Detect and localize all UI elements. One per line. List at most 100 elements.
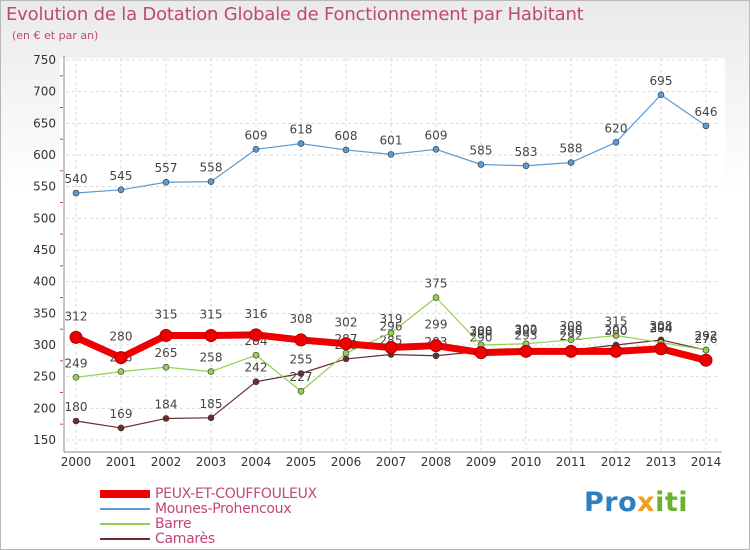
data-label: 290 <box>560 323 583 337</box>
data-point <box>567 336 575 344</box>
data-label: 300 <box>605 324 628 338</box>
data-point <box>72 189 80 197</box>
y-tick-label: 250 <box>33 370 56 384</box>
data-label: 290 <box>470 330 493 344</box>
legend-item-mounes: Mounes-Prohencoux <box>100 501 400 517</box>
data-label: 695 <box>650 74 673 88</box>
data-point <box>384 341 398 355</box>
chart-legend: PEUX-ET-COUFFOULEUX Mounes-Prohencoux Ba… <box>100 486 400 547</box>
data-label: 242 <box>245 361 268 375</box>
x-tick-label: 2009 <box>466 455 497 469</box>
data-label: 169 <box>110 407 133 421</box>
data-point <box>522 162 530 170</box>
data-point <box>162 363 170 371</box>
data-label: 312 <box>65 309 88 323</box>
data-point <box>699 353 713 367</box>
proxiti-logo: Proxiti <box>584 487 688 518</box>
data-point <box>162 415 170 422</box>
x-tick-label: 2004 <box>241 455 272 469</box>
data-point <box>207 414 215 422</box>
data-label: 293 <box>515 328 538 342</box>
data-point <box>159 329 173 342</box>
data-point <box>609 344 623 358</box>
data-point <box>252 351 260 359</box>
data-point <box>432 294 440 301</box>
legend-label-peux: PEUX-ET-COUFFOULEUX <box>155 486 317 502</box>
x-tick-label: 2001 <box>106 455 137 469</box>
x-tick-label: 2011 <box>556 455 587 469</box>
data-point <box>117 424 125 432</box>
data-label: 319 <box>380 312 403 326</box>
data-point <box>117 186 125 194</box>
data-point <box>432 352 440 360</box>
y-tick-label: 600 <box>33 148 56 162</box>
data-point <box>567 159 575 166</box>
data-point <box>72 417 80 425</box>
data-label: 292 <box>695 329 718 343</box>
x-tick-label: 2008 <box>421 455 452 469</box>
data-point <box>72 373 80 381</box>
y-tick-label: 350 <box>33 306 56 320</box>
x-tick-label: 2007 <box>376 455 407 469</box>
data-point <box>339 337 353 351</box>
data-point <box>429 339 443 353</box>
y-tick-label: 400 <box>33 275 56 289</box>
data-label: 608 <box>335 129 358 143</box>
data-label: 308 <box>560 319 583 333</box>
data-label: 620 <box>605 121 628 135</box>
y-tick-label: 650 <box>33 116 56 130</box>
data-label: 249 <box>65 356 88 370</box>
data-point <box>114 351 128 365</box>
data-point <box>432 146 440 153</box>
data-point <box>612 332 620 339</box>
y-tick-label: 300 <box>33 338 56 352</box>
data-label: 292 <box>695 329 718 343</box>
x-tick-label: 2003 <box>196 455 227 469</box>
data-label: 308 <box>650 319 673 333</box>
legend-item-camares: Camarès <box>100 531 400 547</box>
data-point <box>207 178 215 185</box>
data-point <box>297 140 305 147</box>
x-tick-label: 2000 <box>61 455 92 469</box>
plot-area <box>60 58 725 456</box>
x-tick-label: 2010 <box>511 455 542 469</box>
data-label: 302 <box>335 316 358 330</box>
y-tick-label: 500 <box>33 211 56 225</box>
data-label: 588 <box>560 142 583 156</box>
data-label: 184 <box>155 397 178 411</box>
y-tick-label: 700 <box>33 85 56 99</box>
data-point <box>342 349 350 357</box>
data-label: 255 <box>290 353 313 367</box>
chart-title: Evolution de la Dotation Globale de Fonc… <box>6 4 584 25</box>
data-point <box>342 355 350 363</box>
x-tick-label: 2014 <box>691 455 722 469</box>
data-point <box>117 368 125 375</box>
data-point <box>249 328 263 342</box>
data-label: 294 <box>650 321 673 335</box>
data-point <box>252 146 260 153</box>
data-label: 265 <box>155 346 178 360</box>
data-point <box>342 146 350 154</box>
data-point <box>477 161 485 168</box>
data-label: 258 <box>200 351 223 365</box>
data-label: 290 <box>515 323 538 337</box>
data-label: 618 <box>290 123 313 137</box>
data-label: 585 <box>470 144 493 158</box>
y-tick-label: 150 <box>33 433 56 447</box>
data-label: 545 <box>110 169 133 183</box>
legend-item-peux: PEUX-ET-COUFFOULEUX <box>100 486 400 502</box>
data-label: 315 <box>605 315 628 329</box>
data-label: 180 <box>65 400 88 414</box>
data-point <box>207 368 215 375</box>
data-label: 276 <box>695 332 718 346</box>
data-label: 308 <box>290 312 313 326</box>
data-point <box>294 333 308 347</box>
data-label: 304 <box>650 321 673 335</box>
data-label: 288 <box>470 325 493 339</box>
data-label: 315 <box>155 308 178 322</box>
data-point <box>297 387 305 395</box>
legend-swatch-peux <box>100 490 150 498</box>
x-tick-label: 2006 <box>331 455 362 469</box>
legend-label-mounes: Mounes-Prohencoux <box>155 501 292 517</box>
data-label: 296 <box>380 320 403 334</box>
